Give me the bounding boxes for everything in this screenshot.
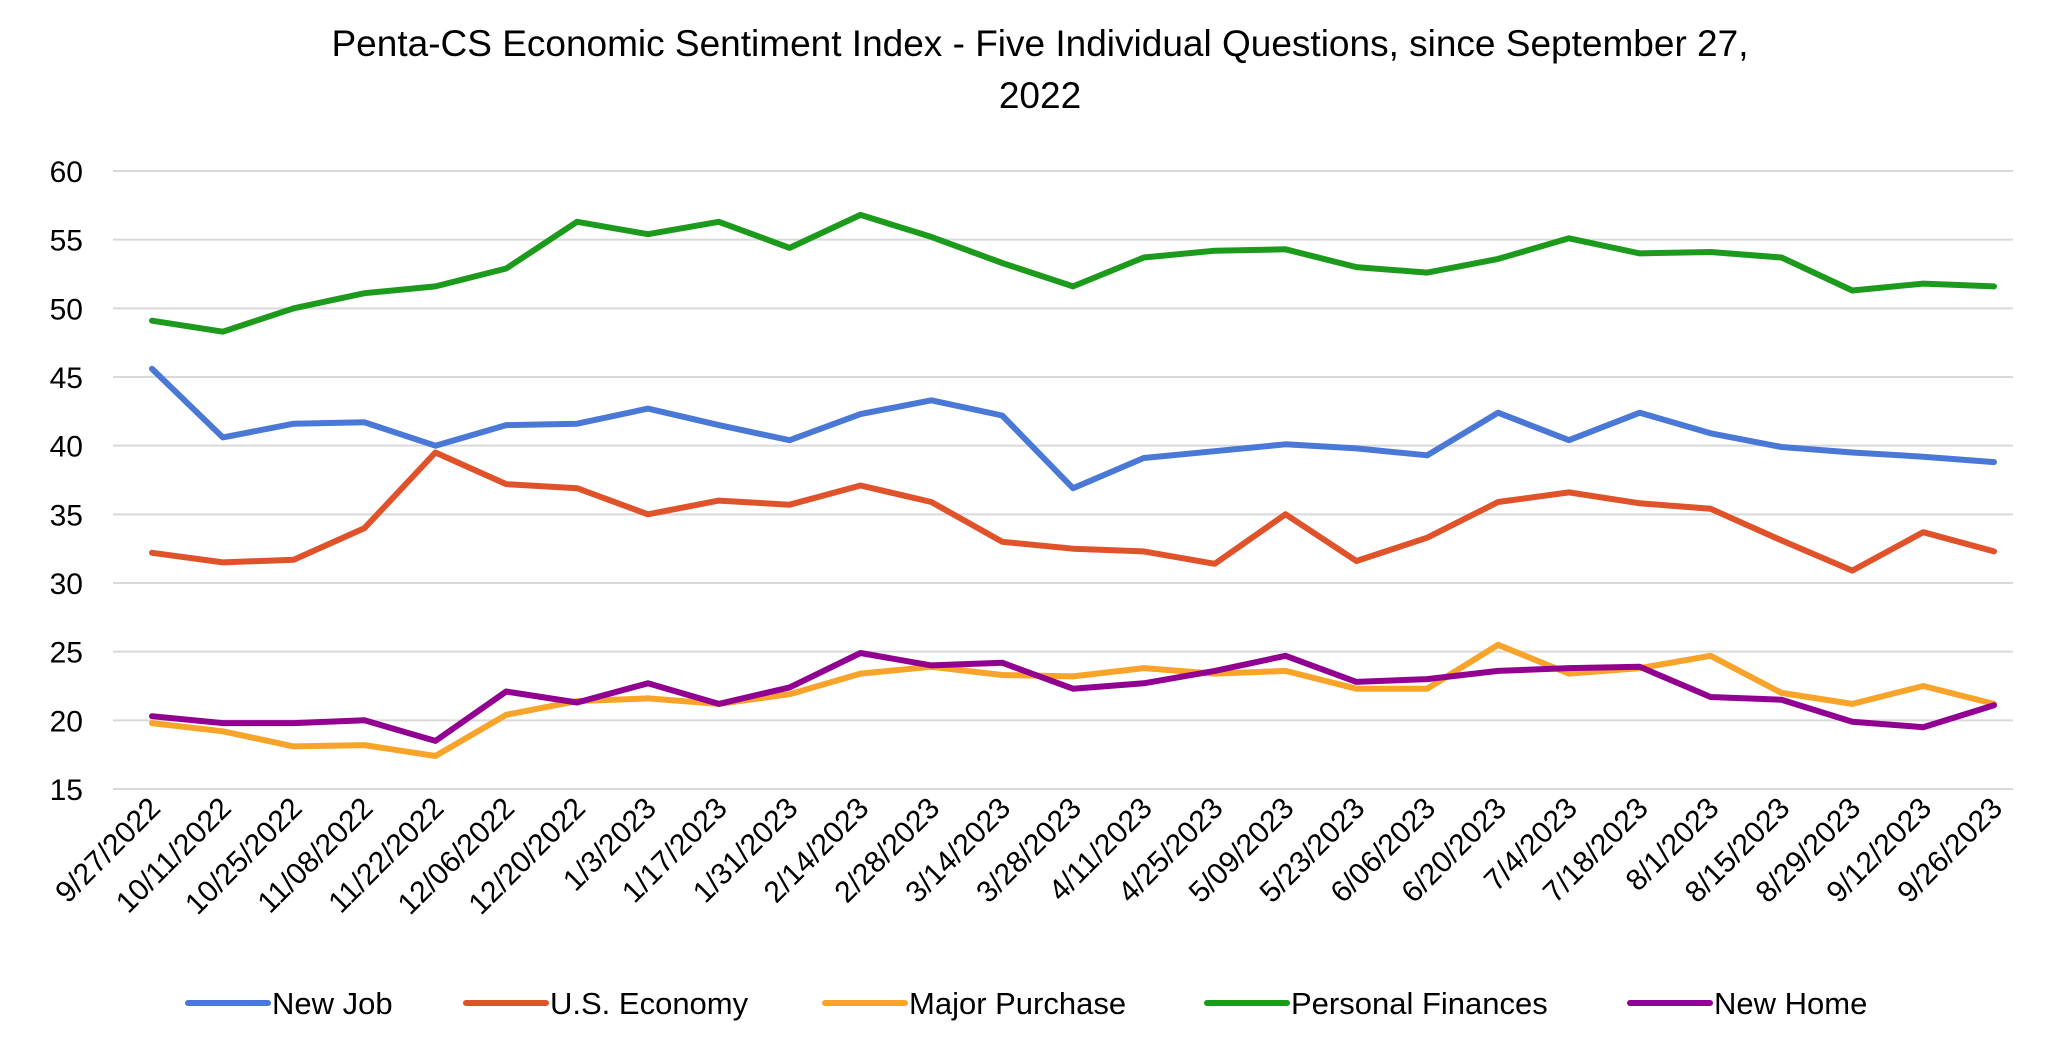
series-line-major-purchase xyxy=(149,641,1997,759)
y-tick-label: 45 xyxy=(50,362,83,395)
legend-label-new-home: New Home xyxy=(1714,986,1867,1021)
y-tick-label: 20 xyxy=(50,705,83,738)
y-tick-label: 35 xyxy=(50,499,83,532)
series-line-personal-finances xyxy=(149,211,1997,335)
y-tick-label: 40 xyxy=(50,431,83,464)
series-line-new-job xyxy=(149,365,1997,492)
series-lines xyxy=(149,211,1997,759)
x-axis-ticks: 9/27/202210/11/202210/25/202211/08/20221… xyxy=(49,792,2009,922)
chart-title: Penta-CS Economic Sentiment Index - Five… xyxy=(332,23,1749,64)
y-axis-ticks: 15 20 25 30 35 40 45 50 55 60 xyxy=(50,156,83,807)
legend: New Job U.S. Economy Major Purchase Persona… xyxy=(185,986,1867,1021)
legend-label-new-job: New Job xyxy=(272,986,393,1021)
chart-title-line2: 2022 xyxy=(999,75,1081,116)
y-tick-label: 60 xyxy=(50,156,83,189)
y-tick-label: 30 xyxy=(50,568,83,601)
y-tick-label: 50 xyxy=(50,293,83,326)
y-tick-label: 15 xyxy=(50,774,83,807)
legend-label-u-s-economy: U.S. Economy xyxy=(550,986,749,1021)
y-tick-label: 55 xyxy=(50,225,83,258)
series-line-new-home xyxy=(149,650,1997,744)
y-tick-label: 25 xyxy=(50,637,83,670)
series-line-u-s-economy xyxy=(149,449,1997,574)
legend-label-personal-finances: Personal Finances xyxy=(1291,986,1548,1021)
legend-label-major-purchase: Major Purchase xyxy=(909,986,1126,1021)
